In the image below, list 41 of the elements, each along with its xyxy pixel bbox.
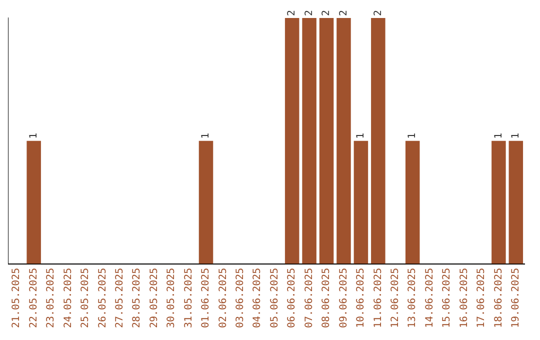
x-tick-label: 22.05.2025 — [28, 268, 40, 328]
x-tick-label: 28.05.2025 — [132, 268, 143, 328]
x-tick-label: 15.06.2025 — [442, 268, 453, 328]
x-tick-label: 06.06.2025 — [286, 268, 298, 328]
x-tick-label: 31.05.2025 — [183, 268, 194, 328]
data-label: 2 — [304, 10, 315, 16]
x-tick-label: 01.06.2025 — [200, 268, 212, 328]
x-tick-label: 12.06.2025 — [390, 268, 401, 328]
data-label: 1 — [28, 132, 40, 139]
data-label: 2 — [338, 10, 350, 16]
data-label: 1 — [200, 132, 212, 139]
x-tick-label: 10.06.2025 — [356, 268, 367, 328]
x-tick-label: 02.06.2025 — [218, 268, 229, 328]
x-tick-label: 07.06.2025 — [304, 268, 315, 328]
data-label: 2 — [372, 10, 384, 16]
x-tick-label: 18.06.2025 — [493, 268, 504, 328]
data-label: 1 — [510, 132, 522, 139]
x-tick-label: 26.05.2025 — [97, 268, 108, 328]
x-tick-label: 04.06.2025 — [252, 268, 264, 328]
x-tick-label: 23.05.2025 — [46, 268, 57, 328]
x-tick-label: 30.05.2025 — [166, 268, 178, 328]
data-label: 1 — [407, 132, 418, 139]
x-tick-label: 08.06.2025 — [321, 268, 332, 328]
data-label: 1 — [356, 132, 367, 139]
data-label: 2 — [286, 10, 298, 16]
x-tick-label: 24.05.2025 — [62, 268, 74, 328]
x-tick-label: 14.06.2025 — [424, 268, 436, 328]
x-tick-label: 27.05.2025 — [114, 268, 126, 328]
x-tick-label: 16.06.2025 — [458, 268, 470, 328]
x-tick-label: 21.05.2025 — [11, 268, 22, 328]
x-tick-label: 25.05.2025 — [80, 268, 92, 328]
data-label: 1 — [493, 132, 504, 139]
x-tick-label: 09.06.2025 — [338, 268, 350, 328]
data-label: 2 — [321, 10, 332, 16]
x-tick-label: 13.06.2025 — [407, 268, 418, 328]
x-tick-label: 11.06.2025 — [372, 268, 384, 328]
x-tick-label: 03.06.2025 — [235, 268, 246, 328]
x-tick-label: 19.06.2025 — [510, 268, 522, 328]
x-tick-label: 05.06.2025 — [269, 268, 280, 328]
x-tick-label: 29.05.2025 — [148, 268, 160, 328]
x-tick-label: 17.06.2025 — [476, 268, 488, 328]
